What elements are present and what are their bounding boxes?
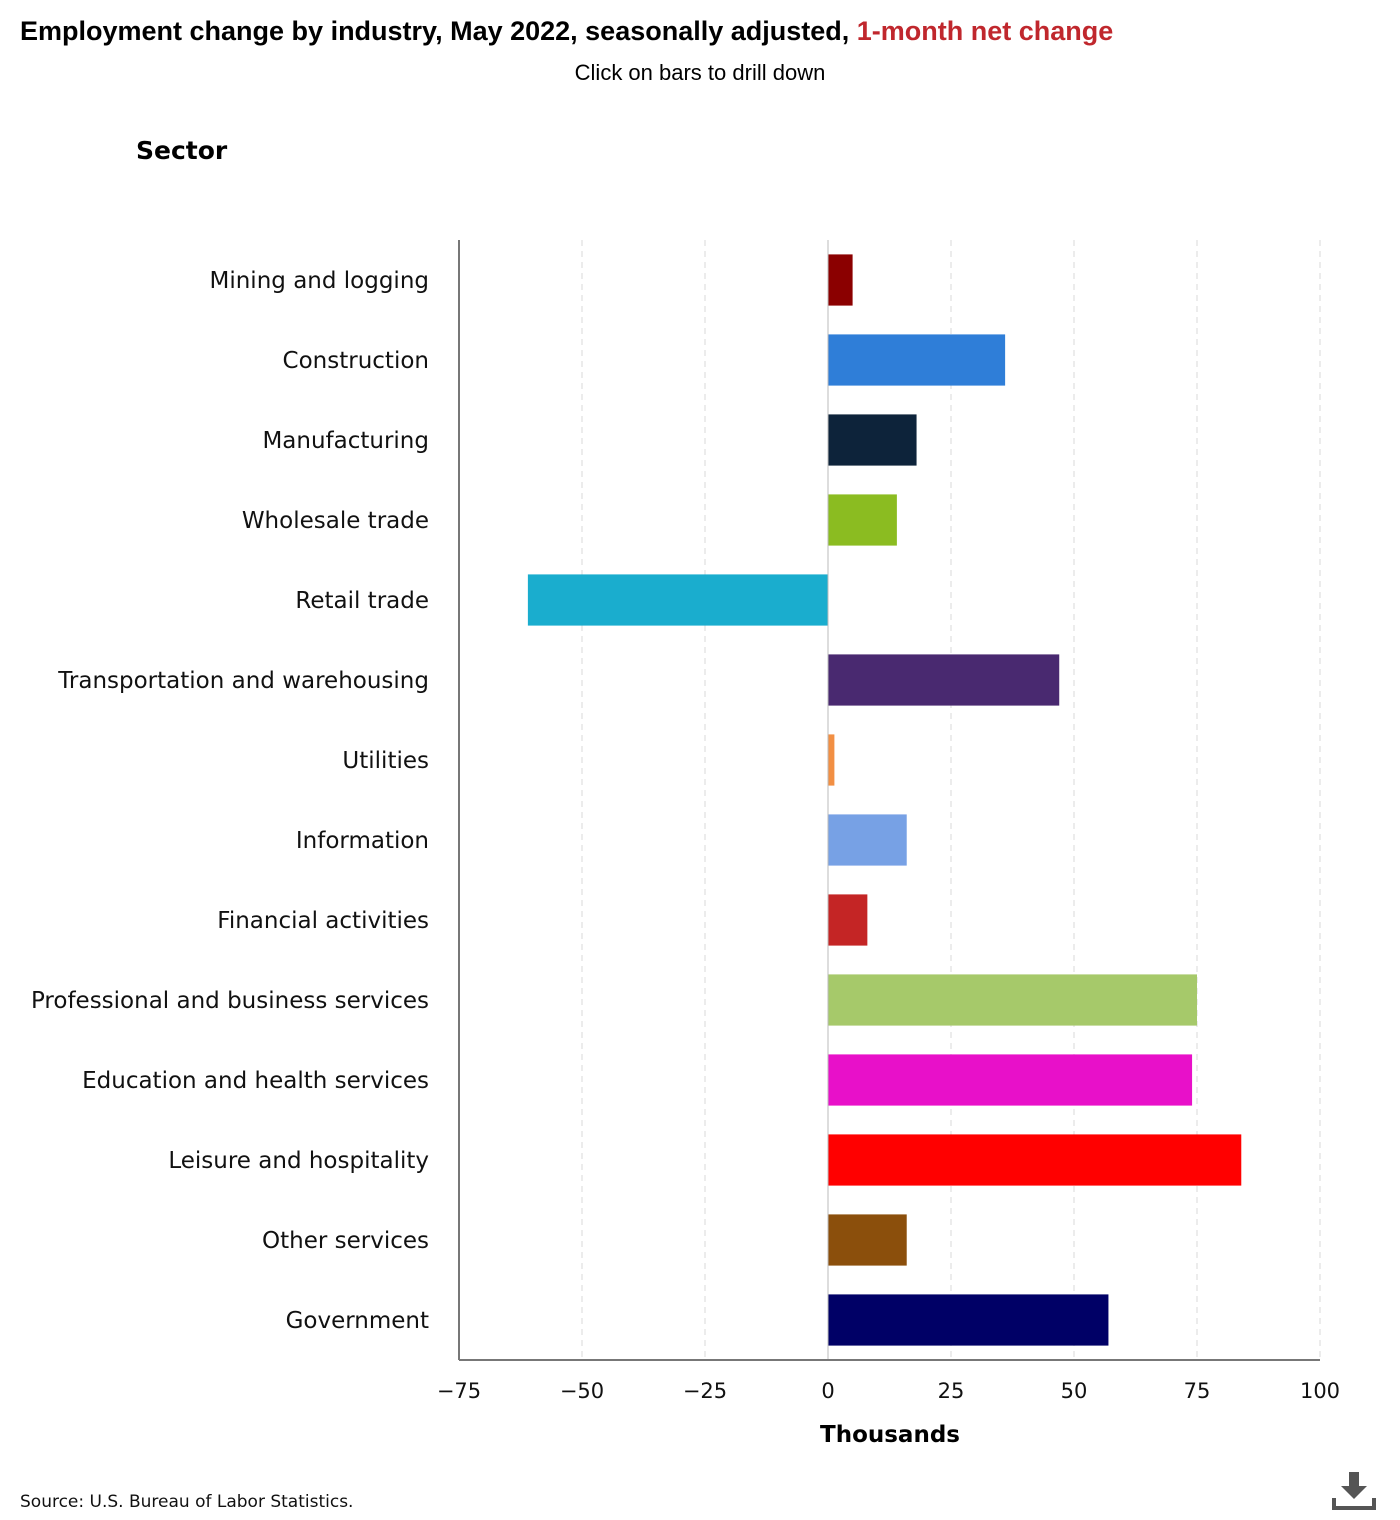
bar-wholesale-trade[interactable] <box>828 494 897 546</box>
category-label: Professional and business services <box>31 988 429 1014</box>
bar-other-services[interactable] <box>828 1214 907 1266</box>
bar-manufacturing[interactable] <box>828 414 917 466</box>
category-label: Manufacturing <box>262 428 429 454</box>
bar-mining-and-logging[interactable] <box>828 254 853 306</box>
chart-subtitle: Click on bars to drill down <box>574 60 826 85</box>
category-label: Wholesale trade <box>242 508 429 534</box>
x-tick-label: −25 <box>683 1379 727 1403</box>
x-tick-label: −75 <box>437 1379 481 1403</box>
x-tick-label: 0 <box>821 1379 834 1403</box>
category-label: Government <box>286 1308 429 1334</box>
x-tick-label: 25 <box>938 1379 965 1403</box>
chart-title-accent: 1-month net change <box>856 16 1114 46</box>
x-tick-label: 100 <box>1300 1379 1340 1403</box>
category-label: Transportation and warehousing <box>57 668 429 694</box>
bar-professional-and-business-services[interactable] <box>828 974 1197 1026</box>
chart-title-main: Employment change by industry, May 2022,… <box>20 16 857 46</box>
y-axis-title: Sector <box>136 136 228 165</box>
source-note: Source: U.S. Bureau of Labor Statistics. <box>20 1492 354 1512</box>
chart-title: Employment change by industry, May 2022,… <box>20 16 1113 47</box>
category-label: Information <box>296 828 429 854</box>
category-label: Education and health services <box>82 1068 429 1094</box>
bar-utilities[interactable] <box>828 734 835 786</box>
bar-government[interactable] <box>828 1294 1109 1346</box>
category-label: Construction <box>283 348 429 374</box>
category-label: Retail trade <box>295 588 429 614</box>
category-label: Utilities <box>342 748 429 774</box>
x-tick-label: −50 <box>560 1379 604 1403</box>
bar-education-and-health-services[interactable] <box>828 1054 1193 1106</box>
category-label: Other services <box>262 1228 429 1254</box>
bar-chart: Mining and logging Construction Manufactur… <box>31 240 1340 1448</box>
bar-leisure-and-hospitality[interactable] <box>828 1134 1242 1186</box>
x-axis-title: Thousands <box>820 1422 960 1448</box>
x-tick-label: 50 <box>1061 1379 1088 1403</box>
category-label: Leisure and hospitality <box>168 1148 429 1174</box>
download-icon[interactable] <box>1330 1468 1378 1514</box>
category-label: Mining and logging <box>210 268 430 294</box>
bar-transportation-and-warehousing[interactable] <box>828 654 1060 706</box>
bar-information[interactable] <box>828 814 907 866</box>
category-label: Financial activities <box>217 908 429 934</box>
bar-retail-trade[interactable] <box>527 574 828 626</box>
x-tick-label: 75 <box>1184 1379 1211 1403</box>
bar-construction[interactable] <box>828 334 1006 386</box>
bar-financial-activities[interactable] <box>828 894 868 946</box>
